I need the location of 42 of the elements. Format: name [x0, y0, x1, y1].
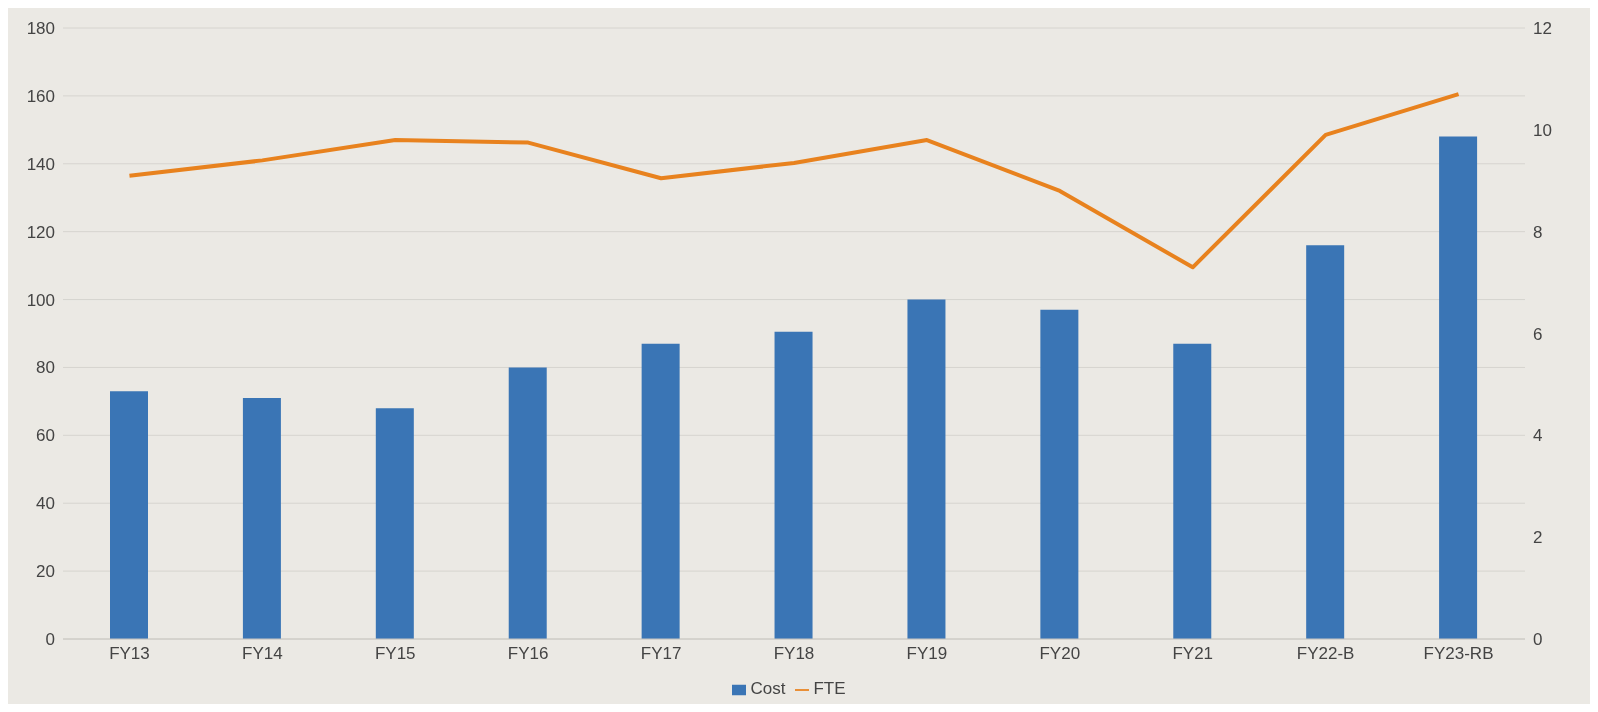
x-tick-label: FY15 [374, 644, 416, 664]
bar [907, 299, 946, 639]
bar [508, 367, 547, 639]
x-tick-label: FY20 [1039, 644, 1081, 664]
y-tick-label: 20 [36, 562, 55, 582]
x-tick-label: FY14 [242, 644, 283, 664]
bar [375, 408, 414, 639]
x-tick-label: FY19 [906, 644, 948, 664]
y-tick-label: 40 [36, 494, 55, 514]
legend-label: Cost [750, 679, 786, 698]
x-tick-label: FY17 [640, 644, 682, 664]
line-series [127, 92, 1461, 270]
y-tick-label: 120 [26, 222, 55, 242]
y2-tick-label: 8 [1533, 222, 1543, 242]
y-tick-label: 0 [45, 630, 55, 650]
y-tick-label: 180 [26, 19, 55, 39]
x-tick-label: FY23-RB [1423, 644, 1494, 664]
bar [1439, 136, 1478, 639]
y2-tick-label: 6 [1533, 324, 1543, 344]
bar [641, 343, 680, 639]
y2-tick-label: 2 [1533, 528, 1543, 548]
bar [1306, 245, 1345, 639]
bar [110, 391, 148, 639]
legend-label: FTE [813, 679, 846, 698]
bar [242, 397, 281, 639]
y-tick-label: 80 [36, 358, 55, 378]
bar [774, 331, 813, 639]
y-tick-label: 100 [26, 290, 55, 310]
y2-tick-label: 0 [1533, 630, 1543, 650]
bar [1040, 309, 1079, 639]
y2-tick-label: 10 [1533, 120, 1552, 140]
x-tick-label: FY21 [1172, 644, 1214, 664]
y-tick-label: 60 [36, 426, 55, 446]
bar [1173, 343, 1212, 639]
x-tick-label: FY18 [773, 644, 815, 664]
x-tick-label: FY16 [507, 644, 549, 664]
x-tick-label: FY22-B [1296, 644, 1355, 664]
y-tick-label: 160 [26, 86, 55, 106]
y-tick-label: 140 [26, 154, 55, 174]
x-tick-label: FY13 [109, 644, 150, 664]
y2-tick-label: 4 [1533, 426, 1543, 446]
y2-tick-label: 12 [1533, 19, 1552, 39]
